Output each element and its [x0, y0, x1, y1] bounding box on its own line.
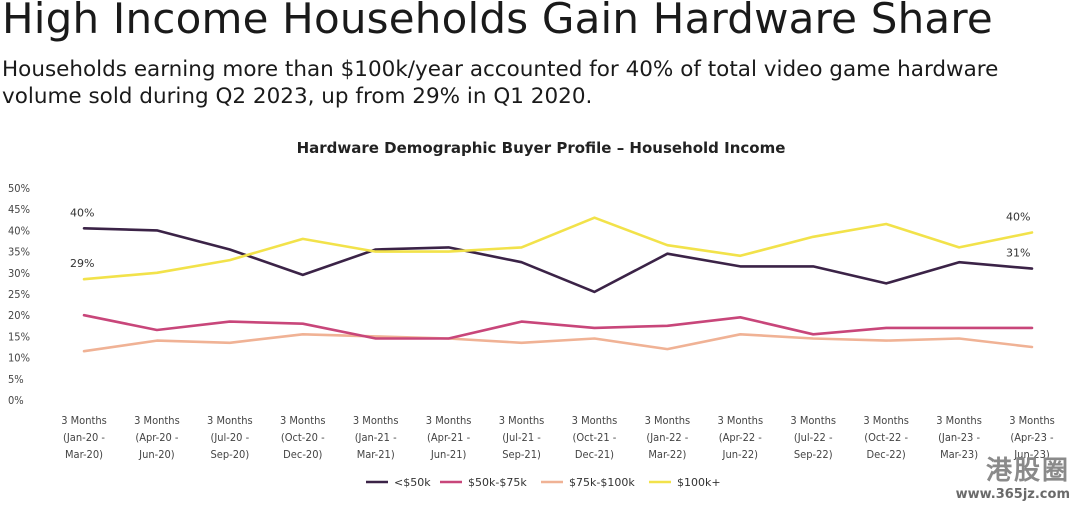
series-line: [82, 227, 1034, 294]
x-tick-label: 3 Months (Apr-23 -Jun-23): [1009, 414, 1055, 461]
x-tick-label: 3 Months (Oct-22 -Dec-22): [863, 414, 909, 461]
data-label: 40%: [1006, 211, 1030, 224]
x-tick-label: 3 Months (Oct-20 -Dec-20): [280, 414, 326, 461]
x-tick-label: 3 Months (Apr-20 -Jun-20): [134, 414, 180, 461]
data-label: 31%: [1006, 247, 1030, 260]
chart-title: Hardware Demographic Buyer Profile – Hou…: [297, 139, 786, 157]
y-tick-label: 10%: [8, 352, 30, 365]
headline: High Income Households Gain Hardware Sha…: [2, 0, 993, 43]
y-tick-label: 5%: [8, 373, 24, 386]
legend-item: $50k-$75k: [440, 476, 527, 489]
y-tick-label: 45%: [8, 203, 30, 216]
x-tick-label: 3 Months (Jan-23 -Mar-23): [936, 414, 982, 461]
data-label: 40%: [70, 206, 94, 219]
legend-label: $75k-$100k: [569, 476, 635, 489]
watermark-url: www.365jz.com: [955, 487, 1070, 502]
x-tick-label: 3 Months (Oct-21 -Dec-21): [572, 414, 618, 461]
legend-item: $75k-$100k: [541, 476, 635, 489]
legend-item: <$50k: [366, 476, 431, 489]
y-tick-label: 30%: [8, 267, 30, 280]
y-tick-label: 25%: [8, 288, 30, 301]
x-tick-label: 3 Months (Jan-20 -Mar-20): [61, 414, 107, 461]
series-line: [82, 313, 1034, 340]
y-tick-label: 35%: [8, 246, 30, 259]
x-tick-label: 3 Months (Apr-22 -Jun-22): [717, 414, 763, 461]
data-label: 29%: [70, 257, 94, 270]
y-tick-label: 20%: [8, 309, 30, 322]
series-line: [82, 216, 1034, 281]
y-tick-label: 40%: [8, 224, 30, 237]
y-tick-label: 50%: [8, 182, 30, 195]
y-tick-label: 15%: [8, 330, 30, 343]
y-axis-ticks: 0% 5% 10% 15% 20% 25% 30% 35% 40% 45% 50%: [8, 182, 30, 407]
subtitle: Households earning more than $100k/year …: [2, 57, 999, 109]
x-axis-ticks: 3 Months (Jan-20 -Mar-20) 3 Months (Apr-20 …: [61, 414, 1055, 461]
series-lines: [82, 216, 1034, 353]
series-line: [82, 332, 1034, 353]
x-tick-label: 3 Months (Jan-21 -Mar-21): [353, 414, 399, 461]
watermark: 港股圈 www.365jz.com: [956, 450, 1070, 502]
data-labels: 40% 29% 40% 31%: [70, 206, 1030, 270]
legend-label: $100k+: [677, 476, 721, 489]
legend-label: <$50k: [394, 476, 431, 489]
legend: <$50k $50k-$75k $75k-$100k $100k+: [366, 476, 721, 489]
x-tick-label: 3 Months (Jan-22 -Mar-22): [645, 414, 691, 461]
x-tick-label: 3 Months (Apr-21 -Jun-21): [426, 414, 472, 461]
legend-label: $50k-$75k: [468, 476, 527, 489]
y-tick-label: 0%: [8, 394, 24, 407]
x-tick-label: 3 Months (Jul-20 -Sep-20): [207, 414, 253, 461]
watermark-text: 港股圈: [985, 456, 1070, 486]
x-tick-label: 3 Months (Jul-22 -Sep-22): [790, 414, 836, 461]
x-tick-label: 3 Months (Jul-21 -Sep-21): [499, 414, 545, 461]
legend-item: $100k+: [649, 476, 721, 489]
